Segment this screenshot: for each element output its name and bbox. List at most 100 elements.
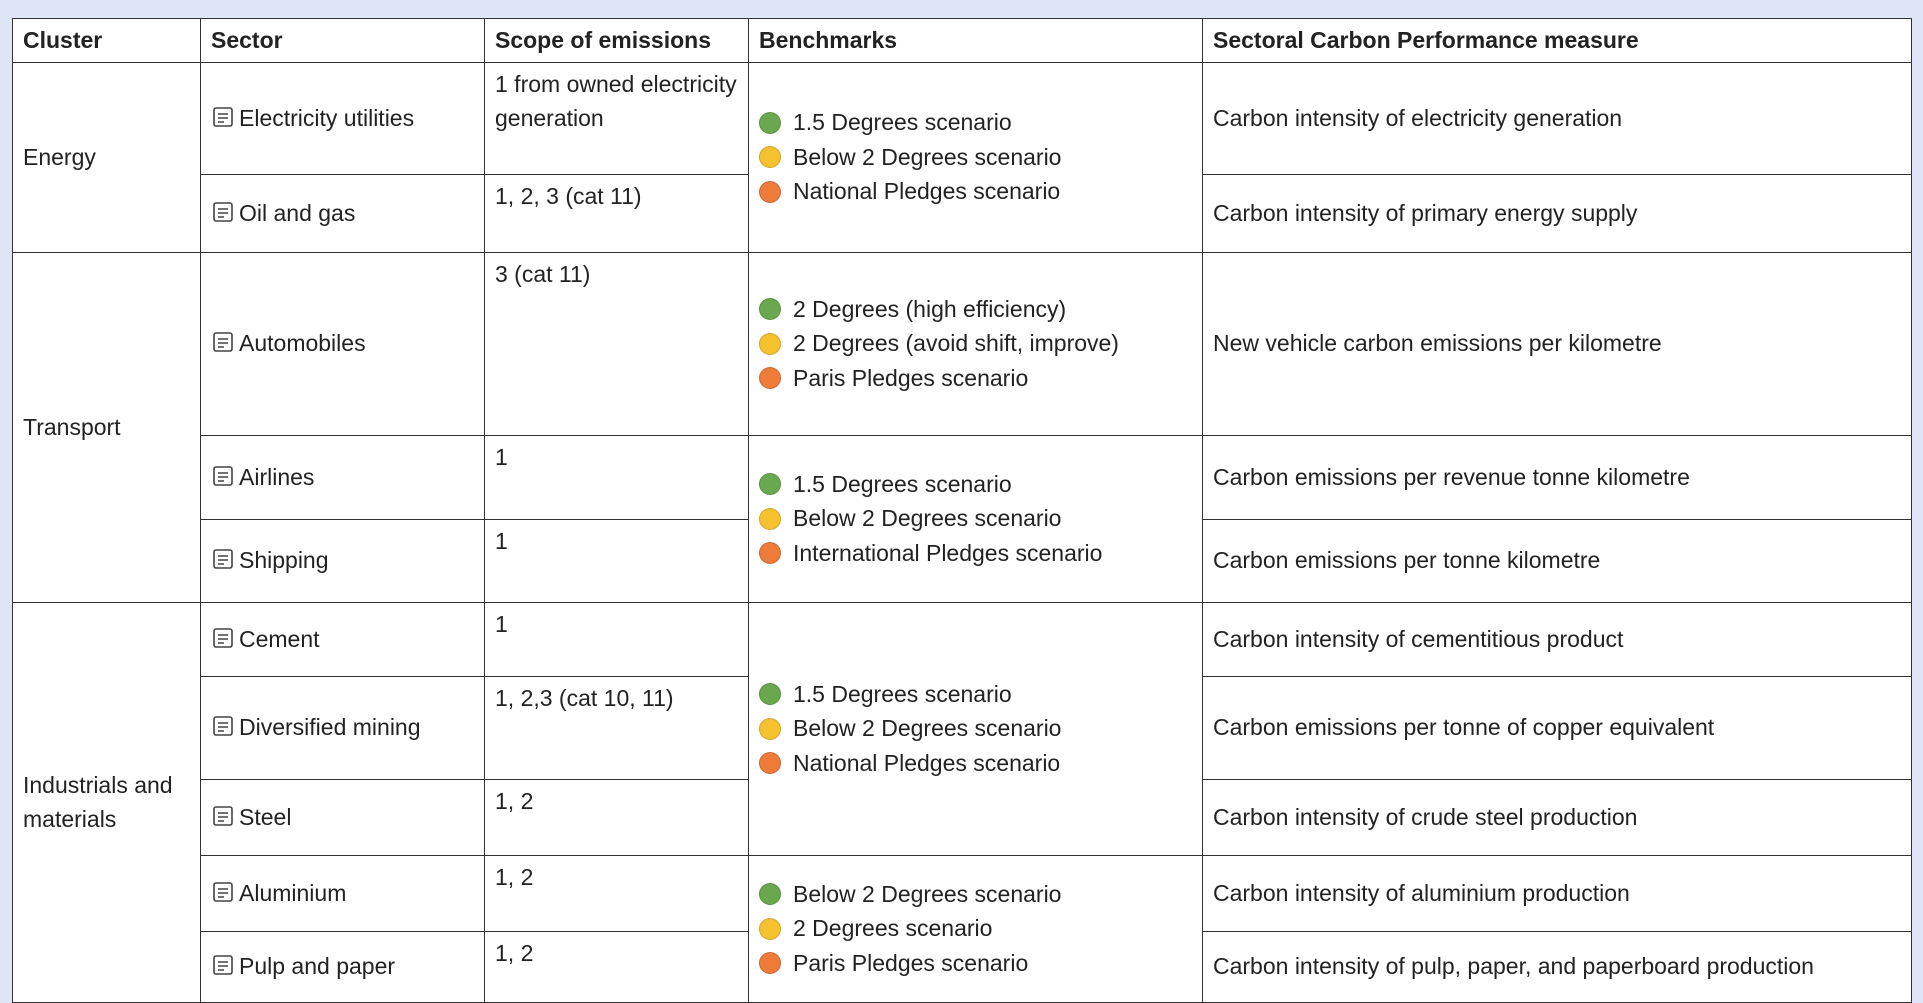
- benchmark-dot: [759, 752, 781, 774]
- scope-cell: 1, 2: [484, 778, 749, 856]
- benchmark-dot: [759, 542, 781, 564]
- sector-icon: [213, 332, 233, 353]
- header-cell: Sector: [200, 18, 485, 63]
- sector-icon: [213, 716, 233, 737]
- header-cell: Sectoral Carbon Performance measure: [1202, 18, 1912, 63]
- benchmark-item: Below 2 Degrees scenario: [759, 501, 1192, 536]
- table-row: Pulp and paper 1, 2 Carbon intensity of pu…: [13, 930, 1912, 1003]
- measure-cell: Carbon emissions per tonne of copper equ…: [1202, 675, 1912, 780]
- benchmark-item: 1.5 Degrees scenario: [759, 467, 1192, 502]
- table-body: Energy Electricity utilities 1 from owned …: [12, 61, 1912, 1003]
- scope-cell: 1, 2: [484, 854, 749, 932]
- benchmark-item: 1.5 Degrees scenario: [759, 677, 1192, 712]
- benchmark-item: Below 2 Degrees scenario: [759, 140, 1192, 175]
- benchmark-dot: [759, 917, 781, 940]
- sector-name: Electricity utilities: [239, 104, 415, 131]
- sector-icon: [213, 201, 233, 222]
- measure-cell: Carbon emissions per tonne kilometre: [1202, 518, 1912, 603]
- benchmark-dot: [759, 180, 781, 203]
- sector-name: Airlines: [239, 463, 315, 490]
- benchmark-cell: 2 Degrees (high efficiency) 2 Degrees (av…: [748, 251, 1203, 436]
- benchmark-item: National Pledges scenario: [759, 174, 1192, 209]
- sector-icon: [213, 881, 233, 902]
- benchmark-item: Paris Pledges scenario: [759, 946, 1192, 981]
- benchmark-label: 2 Degrees scenario: [793, 915, 993, 942]
- sector-icon: [213, 465, 233, 486]
- benchmark-label: 1.5 Degrees scenario: [793, 680, 1012, 707]
- benchmark-dot: [759, 146, 781, 168]
- sector-name: Cement: [239, 625, 320, 652]
- measure-cell: Carbon intensity of pulp, paper, and pap…: [1202, 930, 1912, 1003]
- sector-icon: [213, 627, 233, 648]
- sector-cell: Diversified mining: [200, 675, 485, 780]
- benchmark-dot: [759, 717, 781, 740]
- sector-cell: Automobiles: [200, 251, 485, 436]
- sector-name: Pulp and paper: [239, 953, 396, 980]
- measure-cell: Carbon intensity of electricity generati…: [1202, 61, 1912, 175]
- cluster-cell: Transport: [12, 251, 201, 603]
- header-cell: Benchmarks: [748, 18, 1203, 63]
- measure-cell: Carbon intensity of crude steel producti…: [1202, 778, 1912, 856]
- sector-name: Oil and gas: [239, 199, 356, 226]
- header-cell: Scope of emissions: [484, 18, 749, 63]
- table-row: Transport Automobiles 3 (cat 11) 2 Degrees …: [12, 251, 1912, 603]
- benchmark-label: Below 2 Degrees scenario: [793, 505, 1062, 532]
- scope-cell: 1 from owned electricity generation: [484, 61, 749, 175]
- header-cell: Cluster: [12, 18, 201, 63]
- benchmark-label: 2 Degrees (avoid shift, improve): [793, 330, 1119, 357]
- benchmark-item: 1.5 Degrees scenario: [759, 105, 1192, 140]
- benchmark-item: 2 Degrees (avoid shift, improve): [759, 326, 1192, 361]
- benchmark-item: Below 2 Degrees scenario: [759, 877, 1192, 912]
- table-row: Energy Electricity utilities 1 from owned …: [12, 61, 1912, 253]
- benchmark-dot: [759, 507, 781, 530]
- sector-icon: [213, 805, 233, 826]
- benchmark-label: International Pledges scenario: [793, 539, 1103, 566]
- measure-cell: Carbon intensity of cementitious product: [1202, 601, 1912, 677]
- cluster-cell: Energy: [12, 61, 201, 253]
- benchmark-dot: [759, 298, 781, 320]
- sector-icon: [213, 106, 233, 127]
- benchmark-cell: Below 2 Degrees scenario 2 Degrees scenar…: [748, 854, 1203, 1003]
- measure-cell: New vehicle carbon emissions per kilomet…: [1202, 251, 1912, 436]
- sector-name: Steel: [239, 803, 292, 830]
- benchmark-label: 2 Degrees (high efficiency): [793, 295, 1067, 322]
- table-row: Industrials and materials Cement 1 1.5 Degr…: [12, 601, 1912, 1003]
- benchmark-item: National Pledges scenario: [759, 746, 1192, 781]
- benchmark-dot: [759, 952, 781, 974]
- benchmark-item: 2 Degrees scenario: [759, 911, 1192, 946]
- benchmark-label: Paris Pledges scenario: [793, 364, 1029, 391]
- benchmark-dot: [759, 473, 781, 495]
- benchmark-item: 2 Degrees (high efficiency): [759, 292, 1192, 327]
- benchmark-cell: 1.5 Degrees scenario Below 2 Degrees scen…: [748, 434, 1203, 603]
- sector-cell: Oil and gas: [200, 173, 485, 253]
- scope-cell: 1, 2,3 (cat 10, 11): [484, 675, 749, 780]
- sector-cell: Airlines: [200, 434, 485, 520]
- benchmark-label: Paris Pledges scenario: [793, 949, 1029, 976]
- benchmark-dot: [759, 332, 781, 355]
- table-row: Diversified mining 1, 2,3 (cat 10, 11) Car…: [13, 675, 1912, 780]
- benchmark-label: Below 2 Degrees scenario: [793, 715, 1062, 742]
- sector-cell: Pulp and paper: [200, 930, 485, 1003]
- scope-cell: 3 (cat 11): [484, 251, 749, 436]
- table-row: Aluminium 1, 2 Below 2 Degrees scenario 2 D…: [13, 854, 1912, 1003]
- benchmark-item: Paris Pledges scenario: [759, 361, 1192, 396]
- sector-name: Diversified mining: [239, 714, 421, 741]
- sector-name: Automobiles: [239, 330, 366, 357]
- emissions-table: Cluster Sector Scope of emissions Benchm…: [12, 18, 1912, 1003]
- benchmark-dot: [759, 111, 781, 134]
- scope-cell: 1: [484, 518, 749, 603]
- sector-cell: Electricity utilities: [200, 61, 485, 175]
- header-row: Cluster Sector Scope of emissions Benchm…: [12, 18, 1912, 63]
- cluster-cell: Industrials and materials: [12, 601, 201, 1003]
- measure-cell: Carbon intensity of aluminium production: [1202, 854, 1912, 932]
- benchmark-label: Below 2 Degrees scenario: [793, 880, 1062, 907]
- benchmark-dot: [759, 367, 781, 389]
- table-row: Airlines 1 1.5 Degrees scenario Below 2 Deg…: [13, 434, 1912, 603]
- scope-cell: 1: [484, 434, 749, 520]
- benchmark-item: International Pledges scenario: [759, 536, 1192, 571]
- table-row: Steel 1, 2 Carbon intensity of crude steel…: [13, 778, 1912, 856]
- sector-name: Shipping: [239, 547, 329, 574]
- benchmark-dot: [759, 683, 781, 705]
- benchmark-cell: 1.5 Degrees scenario Below 2 Degrees scen…: [748, 61, 1203, 253]
